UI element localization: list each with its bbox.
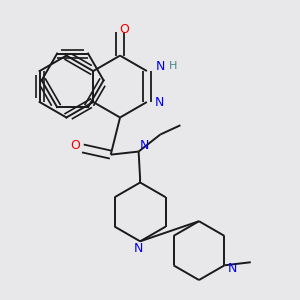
Text: O: O [120,23,130,36]
Text: H: H [169,61,177,71]
Text: N: N [154,95,164,109]
Text: N: N [134,242,143,255]
Text: N: N [140,139,149,152]
Text: O: O [70,139,80,152]
Text: N: N [156,60,166,73]
Text: N: N [227,262,237,275]
